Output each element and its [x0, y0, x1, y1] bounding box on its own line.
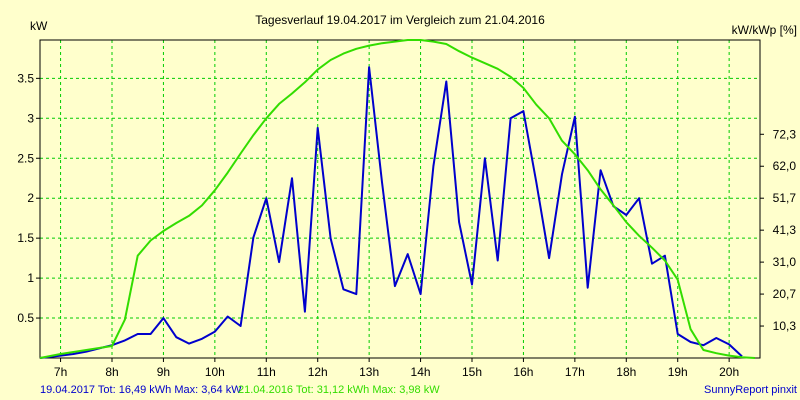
- y-tick-label-left: 2.5: [17, 151, 34, 165]
- x-tick-label: 12h: [308, 365, 328, 379]
- x-tick-label: 11h: [257, 365, 276, 379]
- y-tick-label-right: 31,0: [773, 255, 797, 269]
- x-tick-label: 9h: [157, 365, 170, 379]
- series-line-2017: [39, 66, 743, 359]
- y-tick-label-left: 2: [27, 191, 34, 205]
- footer-credit: SunnyReport pinxit: [704, 384, 797, 396]
- x-tick-label: 15h: [462, 365, 482, 379]
- x-tick-label: 16h: [513, 365, 533, 379]
- x-tick-label: 14h: [411, 365, 431, 379]
- chart-title: Tagesverlauf 19.04.2017 im Vergleich zum…: [255, 13, 545, 27]
- y-tick-label-left: 0.5: [17, 311, 34, 325]
- y-tick-label-right: 41,3: [773, 223, 797, 237]
- x-tick-label: 19h: [668, 365, 688, 379]
- y-axis-label-left: kW: [30, 19, 48, 33]
- x-tick-label: 18h: [616, 365, 636, 379]
- y-tick-label-right: 51,7: [773, 191, 797, 205]
- y-tick-label-left: 3: [27, 111, 34, 125]
- x-tick-label: 8h: [105, 365, 118, 379]
- y-tick-label-left: 1.5: [17, 231, 34, 245]
- x-tick-label: 20h: [719, 365, 739, 379]
- grid: [40, 40, 760, 358]
- y-tick-label-right: 72,3: [773, 127, 797, 141]
- x-tick-label: 7h: [54, 365, 67, 379]
- y-tick-label-right: 20,7: [773, 287, 797, 301]
- plot-area-frame: [39, 39, 761, 359]
- x-tick-label: 10h: [205, 365, 225, 379]
- y-tick-label-left: 1: [27, 271, 34, 285]
- x-tick-label: 13h: [359, 365, 379, 379]
- y-tick-label-right: 62,0: [773, 159, 797, 173]
- x-tick-label: 17h: [565, 365, 585, 379]
- footer-summary-2016: 21.04.2016 Tot: 31,12 kWh Max: 3,98 kW: [238, 384, 440, 396]
- y-tick-label-left: 3.5: [17, 71, 34, 85]
- y-tick-label-right: 10,3: [773, 319, 797, 333]
- y-axis-label-right: kW/kWp [%]: [732, 23, 797, 37]
- series-line-2016: [39, 39, 755, 359]
- footer-summary-2017: 19.04.2017 Tot: 16,49 kWh Max: 3,64 kW: [40, 384, 242, 396]
- series-lines: [39, 39, 755, 359]
- axis-ticks: 7h 8h 9h 10h 11h 12h 13h 14h 15h 16h 17h 18h 19h 20h 0…: [17, 71, 796, 379]
